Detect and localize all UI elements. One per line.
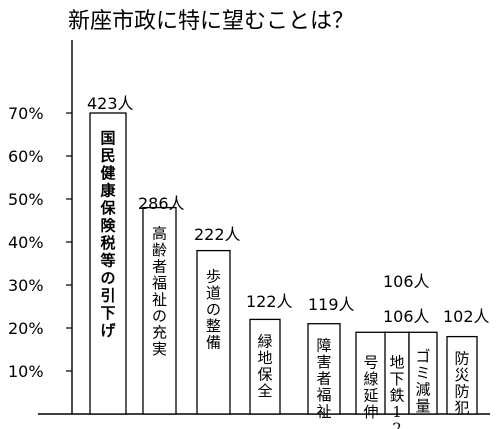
bar — [89, 112, 127, 415]
bar-group: ゴミ減量 — [408, 331, 438, 415]
bar-label: 地下鉄 1 2 — [389, 353, 404, 429]
bar — [446, 335, 478, 415]
bar-count-label: 222人 — [194, 225, 241, 244]
bars: 国民健康保険税等の引下げ 高齢者福祉の充実 歩道の整備緑地保全 障害者福祉 号線延伸地下… — [87, 94, 490, 429]
bar-count-label: 102人 — [443, 307, 490, 326]
bar-group: 障害者福祉 — [307, 323, 341, 421]
y-tick-label: 60% — [8, 147, 44, 166]
y-tick-label: 30% — [8, 276, 44, 295]
bar-group: 防災防犯 — [446, 335, 478, 418]
bar — [408, 331, 438, 415]
bar-count-label: 122人 — [246, 292, 293, 311]
y-tick-label: 50% — [8, 190, 44, 209]
bar — [142, 206, 177, 415]
y-tick-label: 20% — [8, 319, 44, 338]
bar — [249, 318, 281, 415]
bar-count-label: 106人 — [383, 307, 430, 326]
bar-label: 障害者福祉 — [316, 337, 331, 421]
bar-label: 防災防犯 — [454, 350, 469, 418]
bar-group: 緑地保全 — [249, 318, 281, 415]
bar-count-label: 106人 — [383, 272, 430, 291]
bar — [307, 323, 341, 415]
bar-label: 歩道の整備 — [206, 268, 221, 352]
bar-label: 号線延伸 — [363, 353, 378, 421]
bar — [355, 331, 387, 415]
bar-count-label: 423人 — [87, 94, 134, 113]
bar-label: 国民健康保険税等の引下げ — [99, 129, 116, 340]
bar-group: 高齢者福祉の充実 — [142, 206, 177, 415]
bar-group: 号線延伸 — [355, 331, 387, 421]
bar-group: 国民健康保険税等の引下げ — [89, 112, 127, 415]
bar-label: 高齢者福祉の充実 — [152, 225, 167, 359]
bar — [384, 331, 410, 415]
chart-title: 新座市政に特に望むことは？ — [68, 9, 354, 34]
bar-count-label: 119人 — [308, 295, 355, 314]
y-tick-label: 70% — [8, 104, 44, 123]
bar-label: ゴミ減量 — [415, 347, 430, 415]
bar-label: 緑地保全 — [257, 332, 272, 400]
y-tick-label: 10% — [8, 362, 44, 381]
y-ticks: 10% 20% 30% 40% 50% 60% 70% — [8, 104, 72, 381]
bar-count-label: 286人 — [138, 194, 185, 213]
bar-group: 地下鉄 1 2 — [384, 331, 410, 429]
bar-group: 歩道の整備 — [196, 249, 231, 415]
bar — [196, 249, 231, 415]
y-tick-label: 40% — [8, 233, 44, 252]
